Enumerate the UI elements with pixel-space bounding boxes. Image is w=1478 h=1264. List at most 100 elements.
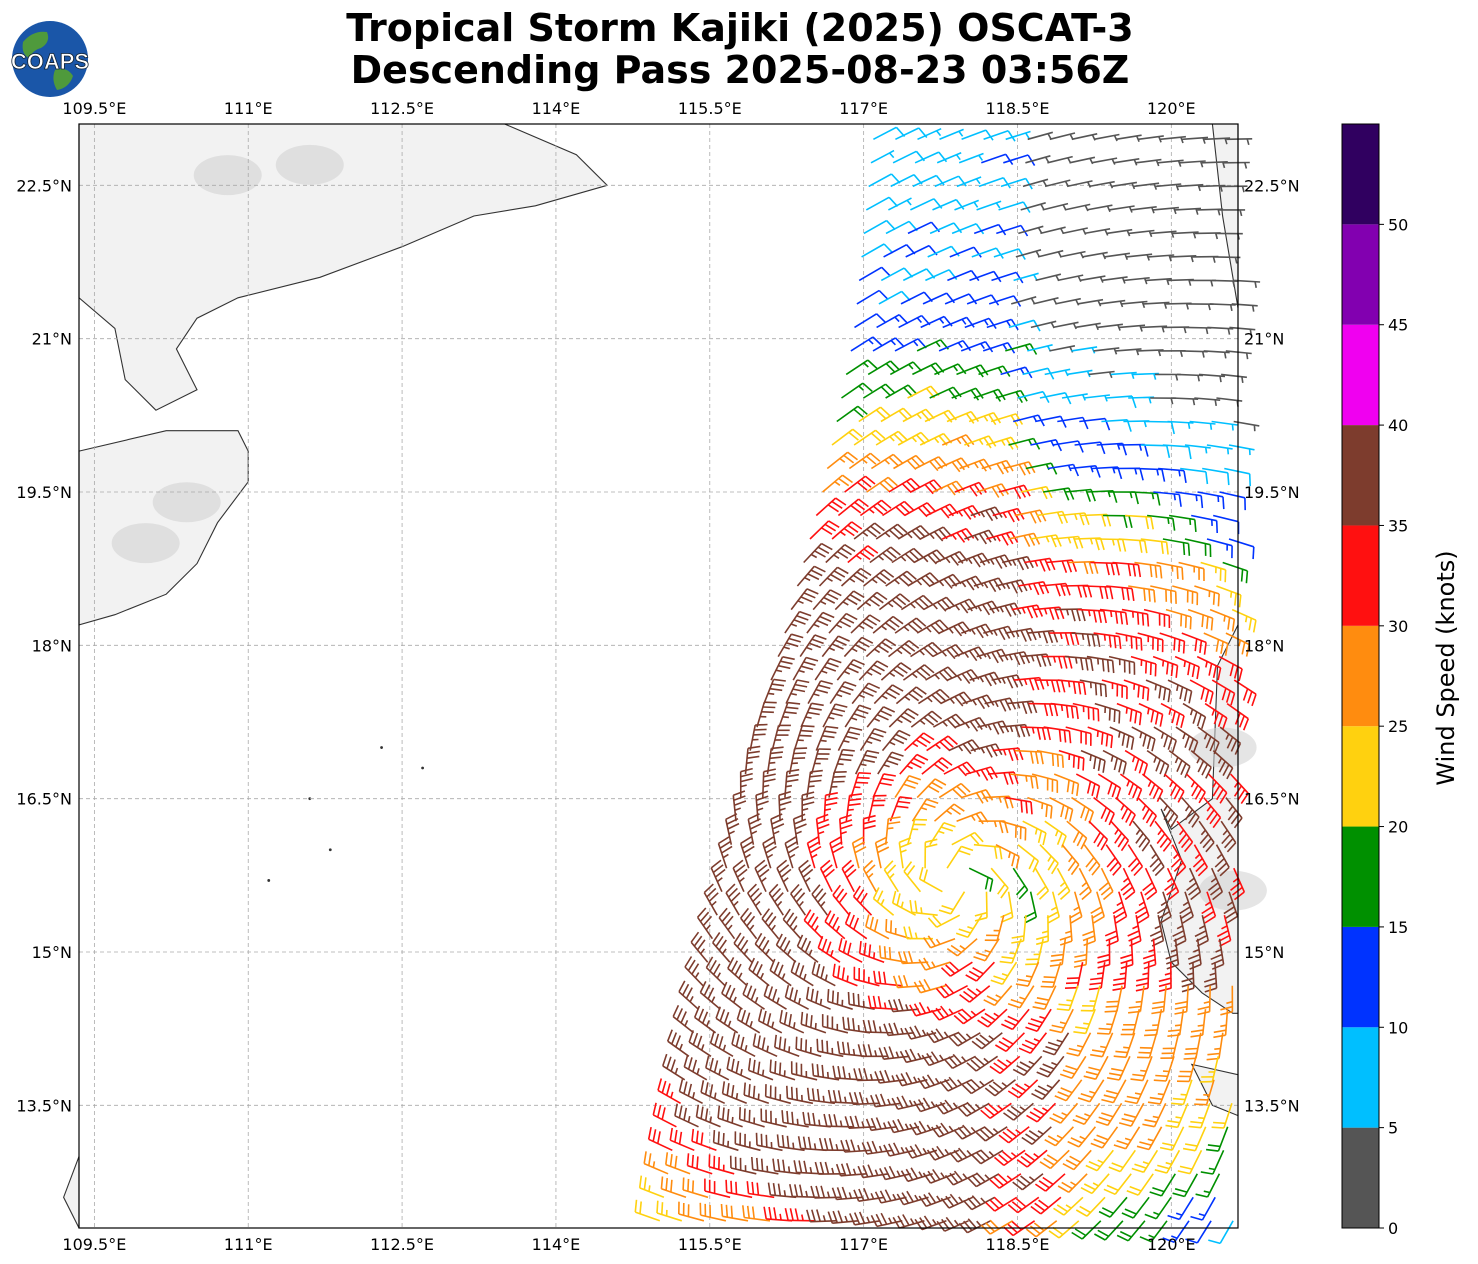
wind-barb [1034,867,1050,900]
wind-barb [1219,726,1242,755]
x-tick-label-bottom: 109.5°E [62,1235,126,1254]
wind-barb [982,342,1016,354]
wind-barb [832,884,851,916]
wind-barb [1199,184,1226,192]
wind-barb [1153,491,1182,507]
wind-barb [784,768,800,798]
wind-barb [1028,702,1059,717]
wind-barb [810,748,831,775]
wind-barb [884,816,901,845]
wind-barb [1186,867,1202,901]
wind-barb [1077,1079,1105,1103]
wind-barb [1000,820,1027,841]
wind-barb [1155,183,1182,191]
wind-barb [662,1053,686,1081]
wind-barb [1170,255,1197,263]
x-tick-label-top: 118.5°E [986,99,1050,118]
x-tick-label-bottom: 111°E [224,1235,273,1254]
wind-barb [1093,632,1122,649]
wind-barb [1090,561,1120,576]
wind-barb [867,995,897,1010]
wind-barb [1071,346,1098,354]
wind-barb [1077,608,1107,624]
wind-barb [1149,844,1165,877]
wind-barb [1131,1149,1159,1174]
wind-barb [910,710,943,728]
wind-barb [769,958,792,987]
wind-barb [751,1156,779,1175]
wind-barb [742,982,765,1010]
wind-barb [725,1179,753,1199]
wind-barb [1062,1149,1092,1171]
wind-barb [634,1199,661,1222]
wind-barb [993,1149,1026,1167]
wind-barb [942,316,975,329]
wind-barb [1154,373,1181,381]
wind-barb [840,1139,871,1153]
wind-barb [978,176,1011,189]
wind-barb [1175,726,1199,754]
wind-barb [894,617,927,634]
wind-barb [1112,891,1128,924]
wind-barb [1200,1056,1219,1083]
wind-barb [1066,1032,1092,1057]
wind-barb [708,1154,735,1175]
wind-barb [1049,132,1076,141]
grid-layer [79,124,1238,1228]
wind-barb [873,684,904,705]
wind-barb [1075,1196,1106,1217]
colorbar-tick-label: 25 [1388,717,1408,736]
wind-barb [1162,444,1192,460]
wind-barb [847,991,875,1010]
wind-barb [857,1164,889,1179]
wind-barb [1228,444,1255,456]
wind-barb [1131,491,1161,506]
wind-barb [984,697,1017,712]
x-tick-label-top: 114°E [532,99,581,118]
wind-barb [754,932,775,963]
wind-barb [964,529,997,545]
wind-barb [799,634,827,658]
wind-barb [1087,726,1114,749]
wind-barb [693,1005,717,1034]
wind-barb [1142,867,1158,901]
wind-barb [891,547,924,564]
wind-barb [1211,420,1238,431]
wind-barb [1054,1079,1083,1102]
wind-barb [1098,1196,1128,1218]
wind-barb [948,1031,981,1047]
wind-barb [847,545,879,564]
wind-barb [1150,585,1177,604]
wind-barb [1188,1103,1211,1129]
wind-barb [1209,303,1236,312]
wind-barb [1135,962,1150,992]
wind-barb [1194,397,1221,407]
wind-barb [872,615,904,634]
wind-barb [1190,1196,1216,1221]
wind-barb [652,1102,677,1128]
colorbar-tick-label: 10 [1388,1018,1408,1037]
wind-barb [1088,962,1106,991]
colorbar-tick-label: 15 [1388,918,1408,937]
wind-barb [1025,938,1044,966]
wind-barb [1086,204,1113,213]
wind-barb [857,1044,888,1058]
wind-barb [826,451,858,470]
wind-barb [1056,985,1079,1011]
wind-barb [720,1203,749,1222]
wind-barb [1109,726,1135,750]
wind-barb [1178,561,1205,582]
wind-barb [1176,820,1194,853]
wind-barb [1194,915,1209,947]
wind-barb [1025,155,1051,164]
wind-barb [973,938,1000,962]
wind-barb [1062,584,1093,598]
wind-barb [696,907,714,940]
wind-barb [883,860,899,893]
wind-barb [823,1113,853,1128]
wind-barb [1176,373,1204,382]
wind-barb [776,859,792,893]
wind-barb [1042,655,1073,669]
wind-barb [704,1178,731,1199]
wind-barb [899,753,929,775]
